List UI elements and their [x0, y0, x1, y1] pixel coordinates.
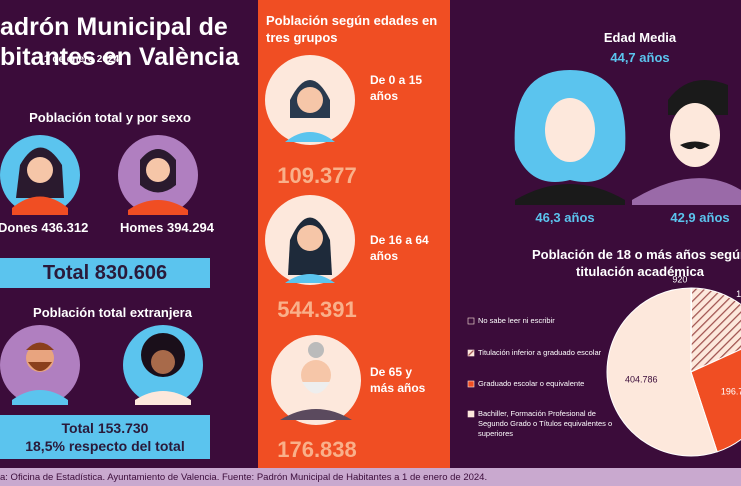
pie-slice	[690, 287, 741, 373]
total-box	[0, 258, 210, 288]
slice-label: 404.786	[625, 374, 658, 384]
men-age: 42,9 años	[670, 210, 730, 225]
woman-avatar	[0, 135, 80, 215]
title: adrón Municipal de bitantes en València	[0, 12, 239, 72]
adult-avatar	[265, 195, 355, 285]
man-avatar	[118, 135, 198, 215]
age-group-label: De 0 a 15 años	[370, 73, 423, 103]
senior-avatar	[271, 335, 361, 425]
legend-label: Titulación inferior a graduado escolar	[478, 348, 602, 357]
date: 1 de enero 2024	[44, 54, 120, 65]
legend-swatch	[467, 349, 475, 357]
title-line: bitantes en València	[0, 43, 239, 71]
footer-bar	[0, 468, 741, 486]
men-count: Homes 394.294	[120, 220, 214, 235]
age-group-value: 176.838	[277, 437, 357, 462]
child-avatar	[265, 55, 355, 145]
chart-title: Población de 18 o más años según titulac…	[531, 247, 741, 279]
foreign-share: 18,5% respecto del total	[25, 438, 185, 454]
pie-slice	[606, 287, 718, 457]
heading: Población total extranjera	[33, 305, 192, 320]
heading: Edad Media	[603, 30, 677, 45]
foreign-box	[0, 415, 210, 459]
age-group-value: 544.391	[277, 297, 357, 322]
women-count: Dones 436.312	[0, 220, 89, 235]
legend-label: Bachiller, Formación Profesional de Segu…	[478, 409, 613, 438]
heading: Población según edades en tres grupos	[266, 13, 438, 45]
foreign-man-avatar	[0, 325, 80, 405]
title-line: adrón Municipal de	[0, 13, 228, 41]
footer: a: Oficina de Estadística. Ayuntamiento …	[0, 472, 488, 483]
total: Total 830.606	[42, 262, 168, 284]
heading: Población total y por sexo	[29, 110, 191, 125]
slice-label: 196.720	[721, 387, 741, 397]
women-age: 46,3 años	[535, 210, 595, 225]
age-group-value: 109.377	[277, 163, 357, 188]
legend-label: No sabe leer ni escribir	[478, 316, 555, 325]
age-group-label: De 16 a 64 años	[370, 233, 429, 263]
man-large-avatar	[632, 80, 741, 205]
pie-slice	[690, 348, 741, 453]
foreign-total: Total 153.730	[61, 420, 149, 436]
legend-swatch	[467, 380, 475, 388]
woman-large-avatar	[514, 70, 626, 205]
mean-age: 44,7 años	[610, 50, 670, 65]
legend-label: Graduado escolar o equivalente	[478, 379, 585, 388]
age-group-label: De 65 y más años	[370, 365, 426, 395]
slice-label: 10	[736, 289, 741, 299]
legend-swatch	[467, 317, 475, 325]
slice-label: 920	[672, 274, 687, 284]
foreign-woman-avatar	[123, 325, 203, 405]
legend-swatch	[467, 410, 475, 418]
